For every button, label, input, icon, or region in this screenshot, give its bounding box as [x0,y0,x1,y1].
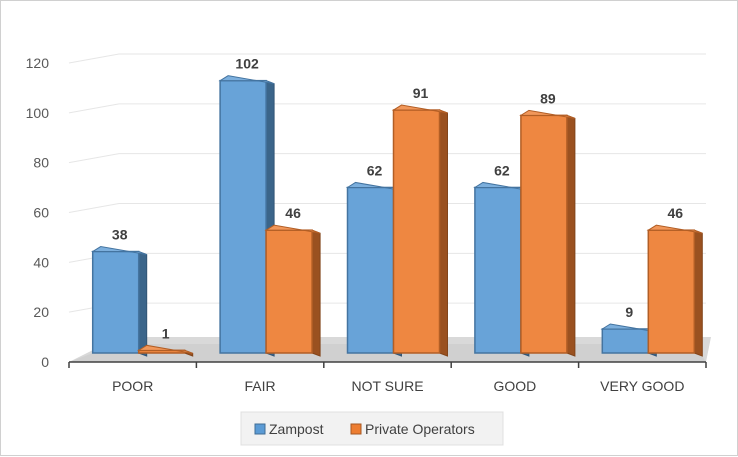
x-tick-label: FAIR [245,378,276,394]
data-label: 9 [625,304,633,320]
data-label: 1 [162,325,170,341]
data-label: 102 [235,56,259,72]
gridline [68,53,706,64]
y-tick-label: 40 [33,254,49,270]
x-tick-label: GOOD [494,378,537,394]
data-label: 91 [413,85,429,101]
bar-side [566,114,576,357]
y-tick-label: 120 [26,55,50,71]
bar-private-operators [520,114,568,354]
bar-top [136,344,193,354]
legend-label: Zampost [269,421,324,437]
bar-zampost [91,250,140,354]
bar-private-operators [392,109,441,354]
data-label: 62 [367,162,383,178]
x-tick-label: POOR [112,378,153,394]
bar-side [439,109,448,357]
gridline [68,103,706,114]
bar-top [391,104,448,114]
y-tick-label: 60 [33,205,49,221]
bar-side [693,229,703,357]
bar-zampost [601,328,650,354]
legend-label: Private Operators [365,421,475,437]
y-tick-label: 0 [41,354,49,370]
x-tick-label: VERY GOOD [600,378,684,394]
legend-swatch [254,423,266,435]
bar-top [264,224,321,234]
gridline [68,153,706,164]
y-tick-label: 80 [33,155,49,171]
bar-zampost [346,186,395,354]
bar-zampost [219,79,267,354]
bar-private-operators [647,229,696,354]
data-label: 46 [285,205,301,221]
bar-side [138,250,148,357]
bar-top [90,246,147,256]
bar-side [311,229,321,357]
data-label: 89 [540,90,556,106]
y-tick-label: 20 [33,304,49,320]
data-label: 46 [668,205,684,221]
y-tick-label: 100 [26,105,50,121]
data-label: 38 [112,227,128,243]
data-label: 62 [494,162,510,178]
x-tick-label: NOT SURE [351,378,423,394]
bar-top [646,224,703,234]
legend-box [240,411,504,446]
bar-top [519,109,576,119]
bar-zampost [474,186,522,354]
bar-top [218,75,275,85]
bar-private-operators [265,229,313,354]
legend-swatch [350,423,362,435]
